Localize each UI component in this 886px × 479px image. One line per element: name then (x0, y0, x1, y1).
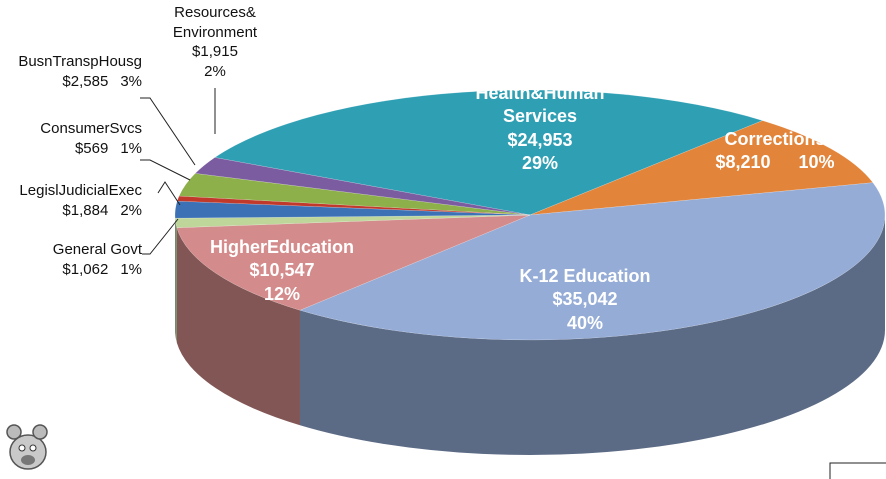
corner-box (829, 462, 886, 479)
category-label: General Govt (52, 241, 142, 258)
category-label: ConsumerSvcs (40, 120, 142, 137)
slice (214, 89, 764, 216)
slice-label: General Govt $1,062 1% (53, 240, 142, 279)
value-label: $35,042 (552, 289, 618, 310)
slice (176, 214, 531, 311)
percent-label: 12% (263, 283, 301, 304)
value-label: $1,884 (62, 201, 109, 219)
percent-label: 40% (566, 312, 604, 333)
slice-wall (175, 218, 177, 343)
category-label: Health&Human Services (475, 83, 605, 127)
slice (178, 173, 531, 216)
percent-label: 10% (798, 152, 835, 173)
pie-walls (175, 215, 885, 456)
slice (529, 120, 874, 216)
category-label: Corrections (724, 129, 826, 149)
category-label: LegislJudicialExec (19, 182, 142, 199)
mascot-icon (6, 424, 48, 470)
percent-label: 2% (204, 62, 226, 80)
pie-tops (174, 89, 886, 341)
value-label: $2,585 (62, 72, 109, 90)
percent-label: 2% (120, 201, 142, 219)
value-label: $8,210 (715, 152, 771, 173)
slice-label: BusnTranspHousg $2,585 3% (18, 52, 142, 91)
value-label: $1,062 (62, 260, 109, 278)
value-label: $10,547 (249, 260, 315, 281)
percent-label: 29% (521, 153, 559, 174)
slice-label: HigherEducation $10,547 12% (210, 236, 354, 306)
value-label: $24,953 (507, 129, 573, 150)
percent-label: 1% (120, 139, 142, 157)
slice-label: Health&Human Services $24,953 29% (475, 82, 604, 176)
slice-label: LegislJudicialExec $1,884 2% (19, 181, 142, 220)
category-label: HigherEducation (209, 237, 355, 257)
slice-label: ConsumerSvcs $569 1% (40, 119, 142, 158)
value-label: $1,915 (192, 43, 238, 60)
slice (174, 214, 531, 229)
value-label: $569 (74, 139, 109, 157)
leader-line (140, 159, 191, 181)
slice-label: Resources& Environment $1,915 2% (173, 3, 257, 81)
leader-line (142, 218, 179, 255)
slice (194, 157, 531, 216)
percent-label: 3% (120, 72, 142, 90)
slice-label: Corrections $8,210 10% (715, 128, 834, 175)
slice-wall (176, 227, 300, 426)
category-label: Resources& Environment (172, 4, 258, 41)
leader-line (157, 181, 181, 206)
slice-label: K-12 Education $35,042 40% (519, 265, 650, 335)
leader-line (140, 97, 196, 166)
category-label: BusnTranspHousg (18, 53, 142, 70)
slice-wall (299, 215, 885, 456)
percent-label: 1% (120, 260, 142, 278)
category-label: K-12 Education (519, 266, 651, 286)
slice (299, 182, 886, 341)
